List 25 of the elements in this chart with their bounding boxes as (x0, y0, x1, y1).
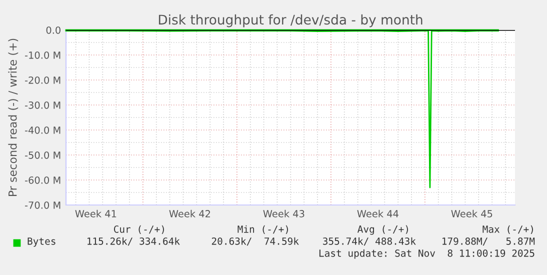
legend-label: Bytes (28, 238, 56, 247)
chart-title: Disk throughput for /dev/sda - by month (158, 14, 422, 28)
x-tick-label: Week 45 (451, 210, 492, 218)
text: Min (-/+) (238, 225, 288, 234)
text: Max (-/+) (482, 225, 533, 234)
text: 20.63k/ 74.59k (212, 237, 299, 246)
y-tick-label: -30.0 M (24, 101, 60, 109)
y-axis-title: Pr second read (-) / write (+) (8, 38, 18, 196)
x-tick-label: Week 43 (263, 210, 304, 218)
y-tick-label: -50.0 M (24, 151, 60, 159)
x-tick-label: Week 44 (357, 210, 398, 218)
text: 179.88M/ 5.87M (442, 237, 535, 246)
text: 115.26k/ 334.64k (88, 237, 180, 246)
y-tick-label: -60.0 M (24, 176, 60, 184)
y-tick-label: -20.0 M (24, 76, 60, 84)
y-tick-label: -10.0 M (24, 51, 60, 59)
y-tick-label: -70.0 M (24, 201, 60, 209)
text: Last update: Sat Nov 8 11:00:19 2025 (319, 249, 534, 259)
x-tick-label: Week 41 (75, 210, 116, 218)
x-tick-label: Week 42 (169, 210, 210, 218)
text: Avg (-/+) (358, 225, 408, 235)
y-tick-label: 0.0 (46, 26, 60, 34)
text: 355.74k/ 488.43k (323, 237, 416, 246)
text: Cur (-/+) (114, 225, 164, 234)
y-tick-label: -40.0 M (24, 126, 60, 134)
